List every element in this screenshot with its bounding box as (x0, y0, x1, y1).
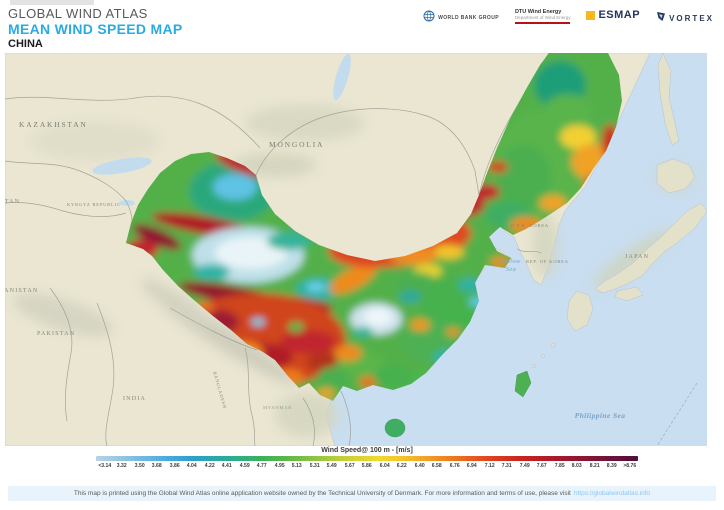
honshu-island (594, 202, 707, 294)
dtu-label: DTU Wind Energy (514, 9, 562, 15)
legend-tick: 6.22 (397, 462, 407, 469)
map-label-kazakhstan: KAZAKHSTAN (19, 120, 88, 129)
legend-tick: >8.76 (622, 462, 636, 469)
map-svg (5, 53, 707, 446)
footer-note: This map is printed using the Global Win… (8, 486, 716, 501)
legend-tick: 5.86 (362, 462, 372, 469)
legend-tick: 4.22 (204, 462, 215, 469)
legend-tick: 7.49 (519, 462, 530, 469)
map-label-japan: JAPAN (625, 254, 650, 260)
legend-tick: 7.85 (554, 462, 565, 469)
page-header: GLOBAL WIND ATLAS MEAN WIND SPEED MAP CH… (8, 6, 183, 51)
logo-esmap: ESMAP (586, 9, 640, 21)
taiwan-island (514, 370, 532, 398)
map-label-rep-korea: REP. OF KOREA (526, 259, 569, 264)
vortex-icon (656, 9, 666, 27)
map-label-kyrgyz: KYRGYZ REPUBLIC (67, 202, 121, 207)
wind-map-canvas: KAZAKHSTAN MONGOLIA UZBEKISTAN KYRGYZ RE… (5, 53, 707, 446)
logo-vortex: VORTEX (656, 9, 714, 27)
legend-tick: 5.31 (309, 462, 320, 469)
footer-link[interactable]: https://globalwindatlas.info (573, 490, 651, 497)
legend-tick: 6.04 (379, 462, 390, 469)
screenshot-artifact (10, 0, 94, 5)
legend-tick: 4.04 (187, 462, 198, 469)
legend-tick: 7.67 (536, 462, 547, 469)
sakhalin-island (657, 53, 680, 146)
country-borders (5, 53, 550, 446)
legend-tick: 6.76 (449, 462, 460, 469)
japan-islands (532, 53, 707, 368)
legend-tick: 6.40 (414, 462, 425, 469)
map-label-dpr-korea: D.P.R. KOREA (511, 223, 549, 228)
legend-ticks: <3.14 3.32 3.50 3.68 3.86 4.04 4.22 4.41 4.59 4.7… (96, 463, 638, 469)
wind-speed-legend: Wind Speed@ 100 m - [m/s] <3.14 3.32 3.50 3… (96, 447, 638, 469)
legend-tick: 7.12 (484, 462, 495, 469)
region-title: CHINA (8, 38, 43, 51)
legend-tick: 7.31 (501, 462, 512, 469)
map-label-myanmar: MYANMAR (263, 405, 293, 410)
legend-tick: 4.41 (222, 462, 233, 469)
world-bank-label: WORLD BANK GROUP (438, 15, 499, 21)
app-title: GLOBAL WIND ATLAS (8, 6, 148, 21)
sea-label-philippine-sea: Philippine Sea (574, 411, 626, 420)
legend-colorbar (96, 456, 638, 461)
map-title: MEAN WIND SPEED MAP (8, 20, 183, 37)
esmap-label: ESMAP (598, 9, 641, 21)
legend-tick: 8.03 (571, 462, 582, 469)
partner-logos: WORLD BANK GROUP DTU Wind Energy Departm… (423, 9, 714, 27)
legend-tick: 4.59 (239, 462, 250, 469)
legend-tick: 3.86 (169, 462, 180, 469)
map-label-mongolia: MONGOLIA (269, 140, 325, 149)
hokkaido-island (656, 158, 696, 194)
hainan-island (384, 418, 406, 438)
kyushu-island (566, 290, 594, 332)
maritime-dashed-line (656, 382, 698, 446)
legend-tick: 3.32 (117, 462, 128, 469)
map-label-uzbekistan: UZBEKISTAN (5, 199, 21, 205)
legend-tick: 5.13 (292, 462, 302, 469)
legend-tick: 5.67 (344, 462, 355, 469)
map-label-afghanistan: AFGHANISTAN (5, 288, 39, 294)
sea-label-yellow-sea: Yellow Sea (501, 258, 521, 274)
world-bank-globe-icon (423, 9, 435, 27)
legend-tick: 6.58 (432, 462, 442, 469)
esmap-square-icon (586, 10, 596, 20)
legend-tick: 3.68 (152, 462, 163, 469)
map-label-india: INDIA (123, 396, 146, 402)
legend-tick: 5.49 (327, 462, 337, 469)
logo-world-bank: WORLD BANK GROUP (423, 9, 499, 27)
vortex-label: VORTEX (669, 13, 714, 23)
legend-tick: 8.21 (589, 462, 600, 469)
footer-text: This map is printed using the Global Win… (73, 490, 571, 497)
shikoku-island (614, 286, 644, 302)
dtu-sublabel: Department of Wind Energy (514, 15, 571, 20)
map-label-pakistan: PAKISTAN (37, 331, 76, 337)
legend-tick: 3.50 (134, 462, 145, 469)
legend-tick: 8.39 (606, 462, 617, 469)
legend-tick: 6.94 (466, 462, 477, 469)
legend-tick: 4.95 (274, 462, 285, 469)
legend-tick: <3.14 (98, 462, 112, 469)
logo-dtu: DTU Wind Energy Department of Wind Energ… (514, 9, 571, 24)
legend-tick: 4.77 (257, 462, 268, 469)
legend-title: Wind Speed@ 100 m - [m/s] (321, 447, 413, 454)
